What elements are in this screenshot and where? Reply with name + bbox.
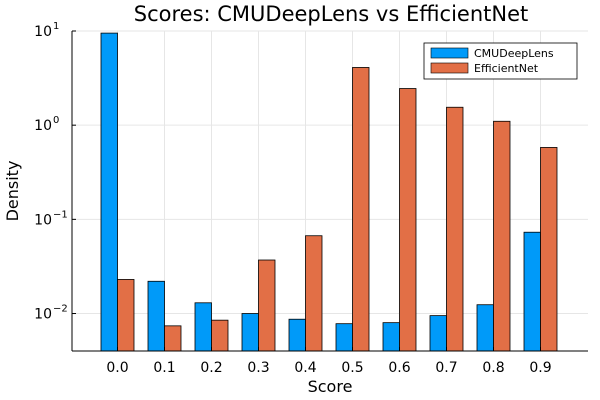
x-tick-label: 0.5: [341, 360, 363, 376]
x-tick-labels: 0.0 0.1 0.2 0.3 0.4 0.5 0.6 0.7 0.8 0.9: [106, 347, 552, 376]
x-tick-label: 0.6: [388, 360, 410, 376]
bar-cmudeeplens-0.0: [100, 32, 118, 352]
bar-efficientnet-0.6: [399, 88, 417, 352]
bar-cmudeeplens-0.6: [382, 322, 400, 352]
bar-cmudeeplens-0.7: [429, 315, 447, 352]
bar-cmudeeplens-0.4: [288, 318, 306, 352]
y-tick-label: 10: [34, 24, 52, 40]
bar-efficientnet-0.1: [164, 325, 182, 352]
y-tick-label: 10: [34, 307, 52, 323]
x-axis-label: Score: [308, 377, 353, 396]
bar-efficientnet-0.5: [352, 67, 370, 352]
legend-label-cmudeeplens: CMUDeepLens: [474, 47, 554, 60]
x-tick-label: 0.3: [247, 360, 269, 376]
bar-cmudeeplens-0.1: [147, 280, 165, 352]
x-tick-label: 0.4: [294, 360, 316, 376]
x-tick-label: 0.7: [435, 360, 457, 376]
legend-swatch-efficientnet: [430, 62, 469, 74]
y-tick-exponent: 0: [53, 115, 59, 126]
bar-cmudeeplens-0.9: [523, 231, 541, 352]
bar-efficientnet-0.2: [211, 319, 229, 352]
bar-efficientnet-0.9: [540, 147, 558, 352]
bar-cmudeeplens-0.5: [335, 323, 353, 352]
y-tick-label: 10: [34, 212, 52, 228]
bar-efficientnet-0.8: [493, 120, 511, 352]
legend-label-efficientnet: EfficientNet: [474, 62, 539, 75]
x-tick-label: 0.9: [529, 360, 551, 376]
legend: CMUDeepLens EfficientNet: [423, 42, 578, 80]
y-tick-exponent: −1: [53, 209, 68, 220]
chart-title: Scores: CMUDeepLens vs EfficientNet: [134, 2, 529, 26]
bar-efficientnet-0.7: [446, 106, 464, 352]
bar-cmudeeplens-0.3: [241, 313, 259, 352]
bars: [100, 32, 558, 352]
y-tick-exponent: −2: [53, 304, 68, 315]
bar-efficientnet-0.3: [258, 259, 276, 352]
bar-efficientnet-0.0: [117, 279, 135, 352]
legend-swatch-cmudeeplens: [430, 47, 469, 59]
bar-cmudeeplens-0.2: [194, 302, 212, 352]
bar-efficientnet-0.4: [305, 235, 323, 352]
x-tick-label: 0.2: [200, 360, 222, 376]
y-tick-label: 10: [34, 118, 52, 134]
y-axis-label: Density: [3, 161, 22, 222]
bar-cmudeeplens-0.8: [476, 304, 494, 352]
y-tick-exponent: 1: [53, 21, 59, 32]
x-tick-label: 0.1: [153, 360, 175, 376]
x-tick-label: 0.8: [482, 360, 504, 376]
x-tick-label: 0.0: [106, 360, 128, 376]
